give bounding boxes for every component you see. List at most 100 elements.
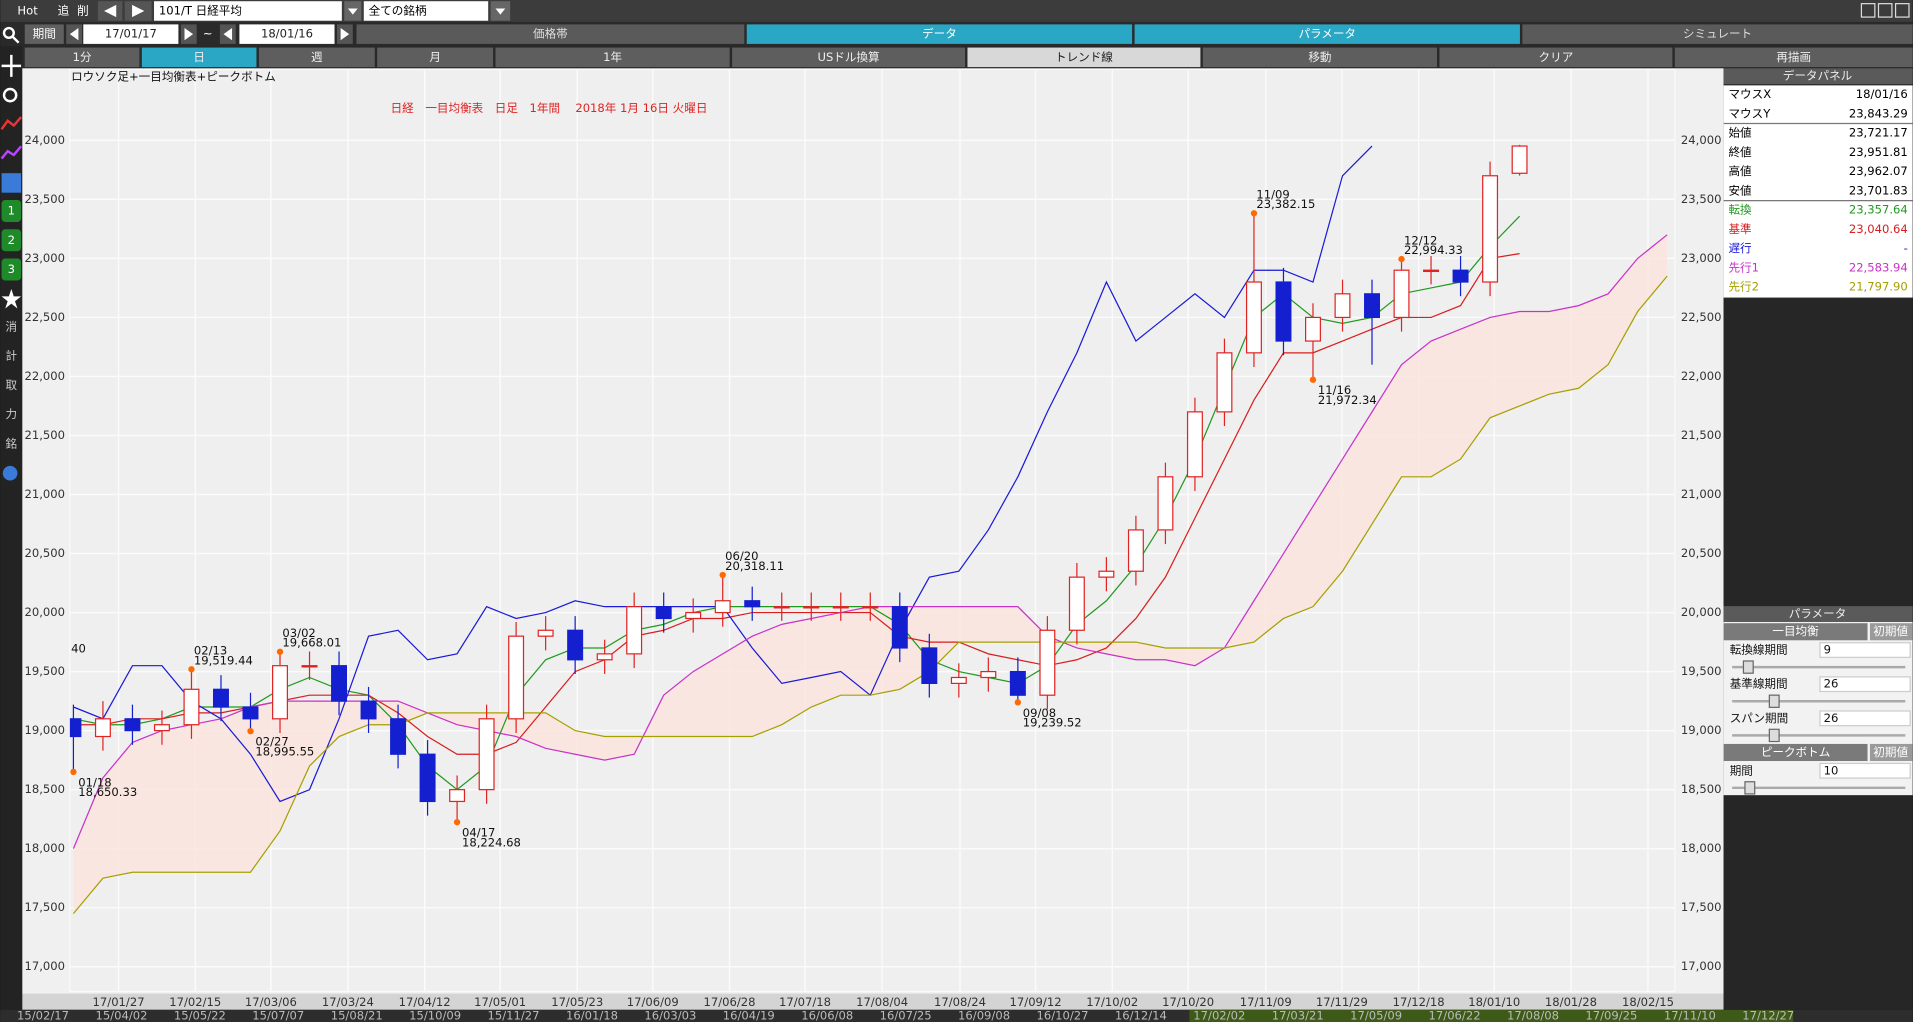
candle-body <box>744 600 761 608</box>
secondary-x-label: 17/11/10 <box>1664 1008 1716 1022</box>
y-tick-label: 21,000 <box>24 487 65 501</box>
toolbar-button[interactable]: 追 <box>58 3 70 17</box>
toolbar-button-bg[interactable] <box>1674 47 1913 68</box>
tab-label: パラメータ <box>1298 27 1356 41</box>
data-row-label: マウスX <box>1728 87 1771 101</box>
param-input[interactable] <box>1819 676 1911 693</box>
tool-icon[interactable] <box>0 145 23 160</box>
y-tick-label: 24,000 <box>24 133 65 147</box>
toolbar-button-label: 1年 <box>603 50 622 64</box>
toolbar-button-bg[interactable] <box>732 47 966 68</box>
tool-icon-bg[interactable] <box>1 200 22 222</box>
secondary-x-label: 16/06/08 <box>801 1008 853 1022</box>
toolbar-button-bg[interactable] <box>495 47 730 68</box>
param-input[interactable] <box>1819 642 1911 658</box>
candle-body <box>272 665 288 720</box>
nav-arrow <box>132 4 145 18</box>
toolbar-button-bg[interactable] <box>377 47 494 68</box>
slider-thumb[interactable] <box>1742 660 1754 674</box>
toolbar-button-label: 再描画 <box>1776 50 1811 64</box>
data-row-value: 23,843.29 <box>1849 106 1908 120</box>
indicator-line <box>72 275 1668 914</box>
data-row-value: 18/01/16 <box>1856 87 1908 101</box>
param-input[interactable] <box>1819 762 1911 779</box>
y-tick-label: 23,500 <box>24 192 65 206</box>
peak-date: 01/18 <box>78 775 111 789</box>
tab[interactable] <box>1522 24 1913 44</box>
date-arrow <box>69 28 79 41</box>
toolbar-button-bg[interactable] <box>24 47 140 68</box>
peak-value: 19,239.52 <box>1023 716 1082 730</box>
candle-body <box>950 676 967 685</box>
toolbar-button-bg[interactable] <box>1202 47 1438 68</box>
slider-thumb[interactable] <box>1744 781 1756 795</box>
candle-body <box>891 606 908 649</box>
universe-select[interactable] <box>363 1 489 21</box>
tab-label: 価格帯 <box>533 27 568 41</box>
slider-thumb[interactable] <box>1768 728 1780 743</box>
window-button[interactable] <box>1877 3 1893 18</box>
candle-body <box>1393 269 1410 319</box>
tab[interactable] <box>746 24 1133 44</box>
candle-body <box>1009 670 1026 696</box>
y-tick-label: 22,500 <box>24 310 65 324</box>
dropdown-arrow <box>495 8 506 15</box>
toolbar-button[interactable]: Hot <box>17 3 38 17</box>
data-row-value: 23,721.17 <box>1849 126 1908 140</box>
tool-icon[interactable] <box>2 465 18 481</box>
ichimoku-cloud <box>73 234 1668 914</box>
peak-date: 09/08 <box>1023 706 1056 720</box>
candle-body <box>94 718 111 738</box>
chart-subtitle: ロウソク足+一目均衡表+ピークボトム <box>71 69 276 83</box>
symbol-text: 101/T 日経平均 <box>159 3 242 17</box>
reset-button[interactable] <box>1869 623 1913 641</box>
toolbar-button-bg[interactable] <box>1439 47 1673 68</box>
toolbar-button-bg[interactable] <box>141 47 257 68</box>
candle-body <box>301 665 318 668</box>
candle-body <box>980 670 997 679</box>
tool-icon-label: 消 <box>6 319 18 333</box>
symbol-input[interactable] <box>154 1 342 21</box>
param-label: スパン期間 <box>1730 711 1788 725</box>
toolbar-button-bg[interactable] <box>258 47 375 68</box>
search-icon[interactable] <box>2 26 15 40</box>
candle-body <box>360 700 377 720</box>
data-row-label: 終値 <box>1728 145 1752 159</box>
tab[interactable] <box>356 24 745 44</box>
x-tick-label: 17/11/29 <box>1316 995 1368 1009</box>
y-tick-label: 20,500 <box>24 546 65 560</box>
param-input[interactable] <box>1819 710 1911 727</box>
tool-icon[interactable] <box>2 87 18 103</box>
secondary-x-label: 15/02/17 <box>17 1008 69 1022</box>
param-label: 転換線期間 <box>1730 643 1788 657</box>
date-input[interactable] <box>239 24 335 44</box>
toolbar-button-label: 月 <box>429 50 441 64</box>
x-tick-label: 18/01/10 <box>1468 995 1520 1009</box>
x-tick-label: 17/04/12 <box>399 995 451 1009</box>
y-tick-label-right: 22,000 <box>1681 369 1722 383</box>
tab[interactable] <box>1134 24 1520 44</box>
tool-icon[interactable] <box>1 289 22 309</box>
tool-icon[interactable] <box>1 173 22 193</box>
date-input[interactable] <box>83 24 179 44</box>
candle-body <box>449 789 466 803</box>
data-row-value: 23,701.83 <box>1849 183 1908 197</box>
reset-button[interactable] <box>1869 743 1913 762</box>
peak-marker <box>1250 210 1258 217</box>
slider-thumb[interactable] <box>1768 694 1780 708</box>
period-label: 期間 <box>33 27 56 41</box>
tool-icon-bg[interactable] <box>1 229 22 252</box>
tool-icon[interactable] <box>1 54 22 77</box>
data-row-label: 始値 <box>1728 126 1752 140</box>
window-button[interactable] <box>1860 3 1876 18</box>
data-row-value: 21,797.90 <box>1849 280 1908 294</box>
tool-icon[interactable] <box>0 116 23 130</box>
toolbar-button[interactable]: 削 <box>77 3 89 17</box>
tool-icon-bg[interactable] <box>1 258 22 281</box>
edge-label: 40 <box>71 641 86 655</box>
toolbar-button-label: 1分 <box>73 50 92 64</box>
candle-body <box>714 600 731 614</box>
candle-body <box>1186 411 1203 478</box>
window-button[interactable] <box>1894 3 1910 18</box>
toolbar-button-bg[interactable] <box>967 47 1201 68</box>
